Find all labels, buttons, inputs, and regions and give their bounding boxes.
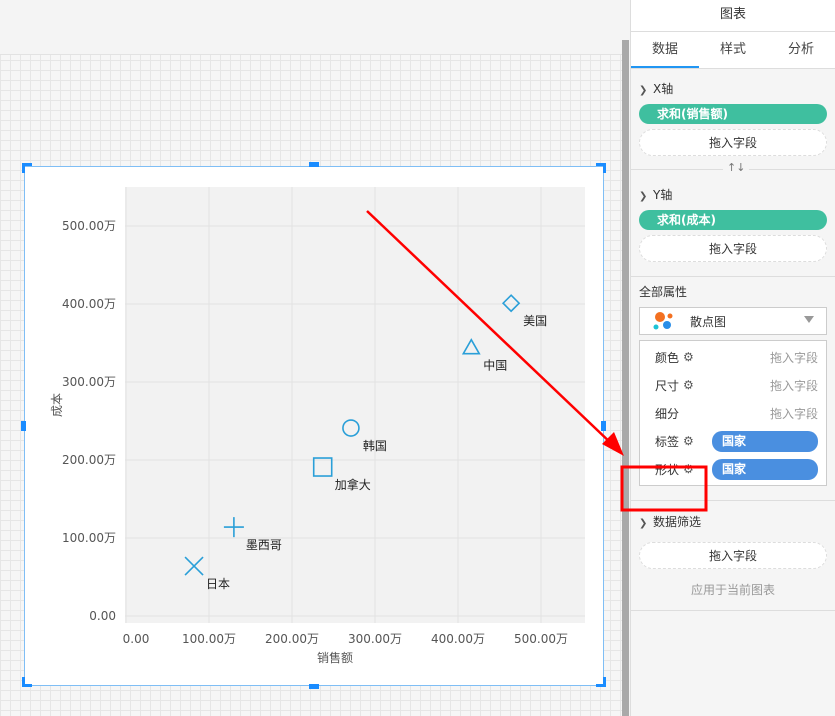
property-field[interactable]: 国家 (712, 458, 818, 480)
x-tick-label: 400.00万 (431, 632, 485, 646)
resize-handle[interactable] (596, 684, 606, 687)
apply-to-chart-text: 应用于当前图表 (690, 583, 775, 597)
annotation-highlight-box (620, 465, 708, 512)
dropdown-arrow-icon (804, 316, 814, 323)
property-drop-zone[interactable]: 拖入字段 (769, 406, 818, 421)
annotation-arrow (366, 210, 615, 447)
property-label: 颜色 (655, 350, 680, 365)
resize-handle[interactable] (22, 163, 25, 173)
y-tick-label: 500.00万 (62, 219, 116, 233)
resize-handle[interactable] (603, 677, 606, 687)
property-rows: 颜色 ⚙ 拖入字段 尺寸 ⚙ 拖入字段 细分 拖入字段 标签 ⚙ 国家 形状 ⚙ 国家 (639, 340, 827, 486)
property-label: 尺寸 (655, 378, 680, 393)
y-tick-label: 100.00万 (62, 531, 116, 545)
resize-handle[interactable] (309, 684, 319, 689)
tab-style[interactable]: 样式 (719, 42, 746, 57)
diamond-marker (501, 294, 521, 313)
y-tick-label: 0.00 (89, 609, 116, 623)
resize-handle[interactable] (22, 684, 32, 687)
x-marker (184, 556, 204, 576)
filter-label: 数据筛选 (653, 515, 702, 529)
data-label: 墨西哥 (246, 538, 282, 552)
chevron-down-icon: ❯ (639, 518, 648, 529)
data-label: 韩国 (363, 438, 387, 453)
data-label: 美国 (523, 314, 547, 328)
plot-area (125, 187, 585, 623)
x-tick-label: 500.00万 (514, 632, 568, 646)
data-label: 中国 (483, 358, 507, 373)
property-field[interactable]: 国家 (712, 430, 818, 452)
plus-marker (223, 517, 244, 538)
scatter-chart-icon (653, 312, 673, 330)
gear-icon[interactable]: ⚙ (683, 434, 694, 448)
x-axis-label: X轴 (653, 82, 674, 96)
gear-icon[interactable]: ⚙ (683, 462, 694, 476)
tab-data[interactable]: 数据 (631, 32, 699, 68)
property-label: 细分 (655, 406, 680, 421)
resize-handle[interactable] (603, 163, 606, 173)
y-tick-label: 200.00万 (62, 453, 116, 467)
gear-icon[interactable]: ⚙ (683, 350, 694, 364)
property-row: 细分 拖入字段 (640, 399, 826, 427)
y-axis-label: Y轴 (653, 188, 673, 202)
chart-type-select[interactable]: 散点图 (639, 307, 827, 335)
chart-type-value: 散点图 (690, 314, 727, 329)
filter-drop-zone[interactable]: 拖入字段 (639, 542, 827, 569)
resize-handle[interactable] (22, 677, 25, 687)
x-axis-title: 销售额 (317, 650, 353, 665)
triangle-marker (461, 338, 481, 355)
resize-handle[interactable] (22, 163, 32, 166)
top-bar (0, 0, 622, 55)
tab-analysis[interactable]: 分析 (787, 42, 814, 57)
property-row: 尺寸 ⚙ 拖入字段 (640, 371, 826, 399)
gear-icon[interactable]: ⚙ (683, 378, 694, 392)
y-axis-field[interactable]: 求和(成本) (639, 210, 827, 230)
resize-handle[interactable] (21, 421, 26, 431)
x-tick-label: 200.00万 (265, 632, 319, 646)
swap-axes-icon[interactable]: ↑↓ (723, 161, 750, 174)
property-row: 标签 ⚙ 国家 (640, 427, 826, 455)
x-axis-drop-zone[interactable]: 拖入字段 (639, 129, 827, 156)
panel-title: 图表 (631, 0, 835, 32)
x-tick-label: 0.00 (123, 632, 150, 646)
resize-handle[interactable] (309, 162, 319, 167)
property-drop-zone[interactable]: 拖入字段 (769, 350, 818, 365)
data-label: 日本 (206, 577, 230, 591)
all-properties-label: 全部属性 (639, 285, 688, 299)
y-axis-title: 成本 (50, 393, 64, 417)
property-row: 颜色 ⚙ 拖入字段 (640, 343, 826, 371)
x-tick-label: 100.00万 (182, 632, 236, 646)
property-panel: 图表 数据 样式 分析 ❯ X轴 求和(销售额) 拖入字段 ↑↓ ❯ Y轴 求和(成… (630, 0, 835, 716)
x-axis-header[interactable]: ❯ X轴 (639, 74, 827, 104)
property-label: 标签 (655, 434, 680, 449)
data-label: 加拿大 (335, 477, 371, 492)
scrollbar[interactable] (622, 40, 629, 716)
x-axis-field[interactable]: 求和(销售额) (639, 104, 827, 124)
y-axis-drop-zone[interactable]: 拖入字段 (639, 235, 827, 262)
chevron-down-icon: ❯ (639, 191, 648, 202)
y-tick-label: 300.00万 (62, 375, 116, 389)
chart-widget[interactable]: 0.00 0.00 100.00万 100.00万 200.00万 200.00万 300.… (24, 166, 604, 686)
annotation-arrowhead (602, 432, 624, 456)
x-tick-label: 300.00万 (348, 632, 402, 646)
resize-handle[interactable] (601, 421, 606, 431)
square-marker (312, 457, 333, 477)
filter-header[interactable]: ❯ 数据筛选 (639, 507, 827, 537)
chevron-down-icon: ❯ (639, 85, 648, 96)
resize-handle[interactable] (596, 163, 606, 166)
y-tick-label: 400.00万 (62, 297, 116, 311)
y-axis-header[interactable]: ❯ Y轴 (639, 180, 827, 210)
scatter-chart: 0.00 0.00 100.00万 100.00万 200.00万 200.00万 300.… (50, 187, 585, 665)
property-drop-zone[interactable]: 拖入字段 (769, 378, 818, 393)
circle-marker (342, 419, 360, 437)
